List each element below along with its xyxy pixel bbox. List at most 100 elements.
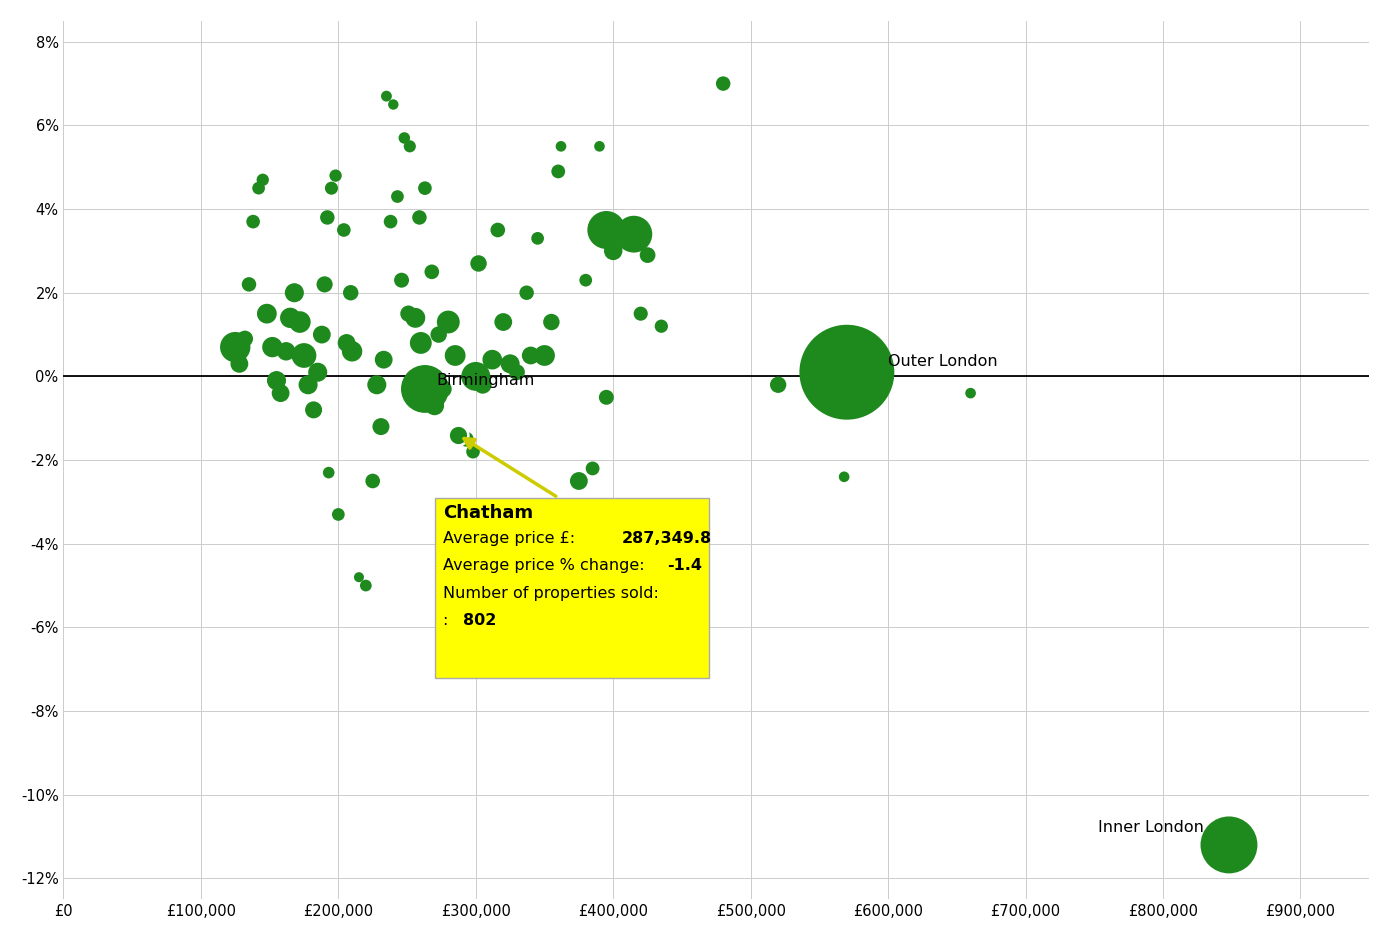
Point	[421, 264, 443, 279]
Point	[379, 214, 402, 229]
Point	[478, 628, 500, 643]
Point	[327, 507, 349, 522]
Point	[455, 431, 477, 446]
Point	[849, 390, 872, 405]
Text: Inner London: Inner London	[1098, 821, 1204, 836]
Point	[375, 88, 398, 103]
Point	[432, 382, 455, 397]
Point	[317, 465, 339, 480]
Point	[414, 180, 436, 196]
Point	[574, 273, 596, 288]
Point	[224, 339, 246, 354]
Point	[602, 243, 624, 258]
Point	[341, 344, 363, 359]
Point	[581, 461, 603, 476]
Point	[464, 368, 486, 384]
Point	[630, 306, 652, 321]
Text: Outer London: Outer London	[888, 354, 998, 368]
Point	[520, 653, 542, 668]
Point	[443, 348, 466, 363]
Point	[520, 348, 542, 363]
Point	[265, 373, 288, 388]
Point	[370, 419, 392, 434]
FancyBboxPatch shape	[435, 497, 709, 678]
Point	[461, 445, 484, 460]
Point	[637, 247, 659, 262]
Point	[242, 214, 264, 229]
Point	[516, 285, 538, 300]
Text: Chatham: Chatham	[443, 504, 532, 522]
Point	[467, 256, 489, 271]
Point	[506, 365, 528, 380]
Text: 802: 802	[463, 613, 496, 628]
Point	[324, 168, 346, 183]
Point	[595, 390, 617, 405]
Point	[409, 210, 431, 225]
Point	[414, 382, 436, 397]
Point	[651, 319, 673, 334]
Point	[238, 277, 260, 292]
Point	[492, 315, 514, 330]
Point	[382, 97, 404, 112]
Point	[550, 139, 573, 154]
Point	[314, 277, 336, 292]
Point	[256, 306, 278, 321]
Point	[261, 339, 284, 354]
Point	[398, 306, 420, 321]
Text: :: :	[443, 613, 453, 628]
Point	[959, 385, 981, 400]
Point	[335, 336, 357, 351]
Point	[428, 327, 450, 342]
Point	[424, 399, 446, 414]
Point	[373, 352, 395, 368]
Point	[354, 578, 377, 593]
Text: Number of properties sold:: Number of properties sold:	[443, 586, 659, 601]
Point	[548, 164, 570, 179]
Point	[293, 348, 316, 363]
Point	[481, 352, 503, 368]
Point	[534, 348, 556, 363]
Point	[824, 390, 847, 405]
Text: 287,349.8: 287,349.8	[621, 531, 712, 546]
Point	[391, 273, 413, 288]
Point	[279, 310, 302, 325]
Point	[289, 315, 311, 330]
Point	[247, 180, 270, 196]
Point	[399, 139, 421, 154]
Point	[275, 344, 297, 359]
Point	[307, 365, 329, 380]
Text: -1.4: -1.4	[667, 558, 702, 573]
Point	[361, 474, 384, 489]
Point	[499, 356, 521, 371]
Text: Average price % change:: Average price % change:	[443, 558, 649, 573]
Point	[527, 231, 549, 246]
Point	[332, 223, 354, 238]
Point	[623, 227, 645, 242]
Point	[448, 428, 470, 443]
Point	[833, 469, 855, 484]
Point	[410, 336, 432, 351]
Point	[320, 180, 342, 196]
Text: Birmingham: Birmingham	[436, 373, 534, 388]
Point	[835, 365, 858, 380]
Point	[252, 172, 274, 187]
Point	[393, 131, 416, 146]
Point	[234, 331, 256, 346]
Point	[303, 402, 325, 417]
Point	[297, 377, 320, 392]
Point	[348, 570, 370, 585]
Point	[284, 285, 306, 300]
Point	[541, 315, 563, 330]
Point	[316, 210, 338, 225]
Point	[339, 285, 361, 300]
Point	[404, 310, 427, 325]
Point	[588, 139, 610, 154]
Point	[712, 76, 734, 91]
Point	[1218, 838, 1240, 853]
Point	[228, 356, 250, 371]
Point	[767, 377, 790, 392]
Text: Average price £:: Average price £:	[443, 531, 580, 546]
Point	[486, 223, 509, 238]
Point	[471, 377, 493, 392]
Point	[595, 223, 617, 238]
